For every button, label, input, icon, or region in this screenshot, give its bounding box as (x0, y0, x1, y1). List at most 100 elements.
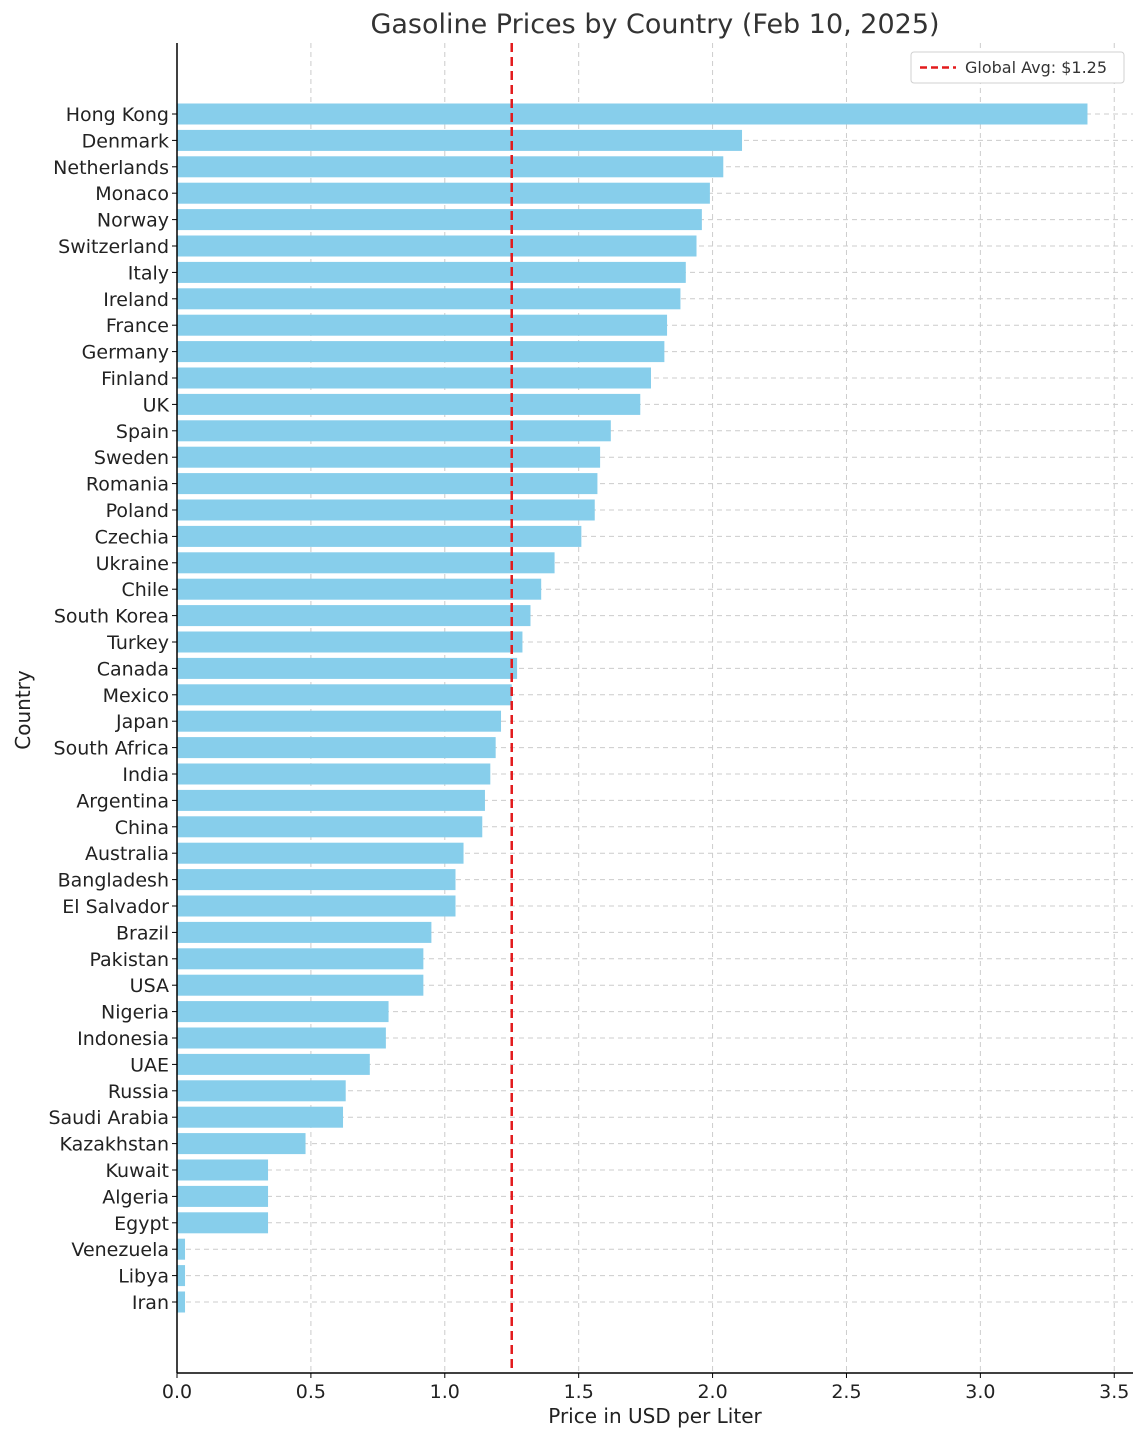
bar (177, 1159, 269, 1181)
bar (177, 314, 668, 336)
bar (177, 499, 595, 521)
legend-label: Global Avg: $1.25 (965, 58, 1107, 77)
y-tick-labels: Hong Kong Denmark Netherlands Monaco Norway S… (48, 104, 169, 1314)
y-tick-label: Denmark (82, 130, 169, 152)
y-tick-label: Monaco (95, 183, 169, 205)
y-tick-label: Brazil (116, 922, 169, 944)
x-axis-label: Price in USD per Liter (548, 1404, 762, 1428)
y-tick-label: India (122, 764, 169, 786)
bar (177, 552, 555, 574)
legend: Global Avg: $1.25 (910, 51, 1125, 84)
bar (177, 1291, 186, 1313)
bar (177, 763, 491, 785)
bar (177, 1265, 186, 1287)
x-tick-label: 2.0 (697, 1381, 727, 1403)
x-tick-label: 3.0 (965, 1381, 995, 1403)
y-tick-label: China (115, 817, 169, 839)
y-tick-label: Netherlands (53, 157, 169, 179)
y-tick-label: Nigeria (101, 1002, 169, 1024)
y-tick-label: Canada (97, 658, 169, 680)
bar (177, 235, 697, 257)
y-tick-label: Hong Kong (66, 104, 169, 126)
y-tick-label: Libya (118, 1266, 169, 1288)
bar (177, 631, 523, 653)
y-tick-label: Ukraine (96, 553, 169, 575)
bar (177, 1212, 269, 1234)
y-tick-label: Sweden (94, 447, 169, 469)
y-tick-label: Turkey (106, 632, 169, 654)
x-tick-label: 0.5 (296, 1381, 326, 1403)
y-tick-label: Norway (97, 210, 169, 232)
y-tick-label: Kazakhstan (60, 1134, 169, 1156)
y-tick-label: Bangladesh (58, 870, 169, 892)
x-tick-label: 1.5 (564, 1381, 594, 1403)
y-tick-label: Poland (106, 500, 169, 522)
y-tick-label: Australia (85, 843, 169, 865)
y-tick-label: Saudi Arabia (48, 1107, 169, 1129)
y-tick-label: UAE (130, 1054, 169, 1076)
y-tick-label: Japan (115, 711, 169, 733)
y-tick-label: Finland (101, 368, 169, 390)
y-tick-label: Egypt (114, 1213, 169, 1235)
bar (177, 710, 502, 732)
bar (177, 446, 601, 468)
bar (177, 1027, 386, 1049)
bar (177, 367, 651, 389)
y-tick-label: France (106, 315, 169, 337)
y-tick-label: Germany (82, 342, 169, 364)
y-tick-label: USA (130, 975, 169, 997)
bar (177, 578, 542, 600)
bar (177, 948, 424, 970)
bar (177, 525, 582, 547)
bar (177, 842, 464, 864)
bar (177, 288, 681, 310)
y-tick-label: Indonesia (77, 1028, 169, 1050)
bar (177, 605, 531, 627)
bar (177, 1133, 306, 1155)
y-tick-label: Iran (132, 1292, 169, 1314)
bar (177, 261, 686, 283)
x-tick-labels: 0.0 0.5 1.0 1.5 2.0 2.5 3.0 3.5 (162, 1381, 1129, 1403)
legend-box (910, 51, 1125, 84)
y-tick-label: Romania (86, 474, 169, 496)
bar (177, 129, 743, 151)
y-tick-label: Italy (128, 262, 169, 284)
bar (177, 1001, 389, 1023)
bar (177, 209, 702, 231)
bar (177, 420, 611, 442)
bar (177, 789, 485, 811)
y-tick-label: Kuwait (106, 1160, 169, 1182)
y-tick-label: Russia (108, 1081, 169, 1103)
grid-lines (176, 43, 1133, 1373)
y-tick-label: Pakistan (89, 949, 169, 971)
bar (177, 895, 456, 917)
bar (177, 921, 432, 943)
y-tick-label: Algeria (102, 1186, 169, 1208)
y-tick-label: UK (143, 394, 170, 416)
bar (177, 341, 665, 363)
x-tick-label: 1.0 (430, 1381, 460, 1403)
bar (177, 869, 456, 891)
bar (177, 657, 518, 679)
axes (172, 43, 1133, 1378)
y-tick-label: El Salvador (62, 896, 169, 918)
bar (177, 1106, 344, 1128)
bar (177, 103, 1088, 125)
x-tick-label: 0.0 (162, 1381, 192, 1403)
bar (177, 816, 483, 838)
chart-title: Gasoline Prices by Country (Feb 10, 2025… (370, 9, 939, 40)
y-tick-label: South Korea (54, 606, 169, 628)
y-tick-label: Chile (121, 579, 169, 601)
bar (177, 156, 724, 178)
y-tick-label: Switzerland (58, 236, 169, 258)
y-tick-label: Venezuela (71, 1239, 169, 1261)
bar (177, 737, 496, 759)
bar (177, 182, 710, 204)
bar (177, 1053, 370, 1075)
bar (177, 974, 424, 996)
bar-series (177, 103, 1088, 1313)
bar (177, 473, 598, 495)
x-tick-label: 3.5 (1099, 1381, 1129, 1403)
y-tick-label: Czechia (95, 526, 169, 548)
